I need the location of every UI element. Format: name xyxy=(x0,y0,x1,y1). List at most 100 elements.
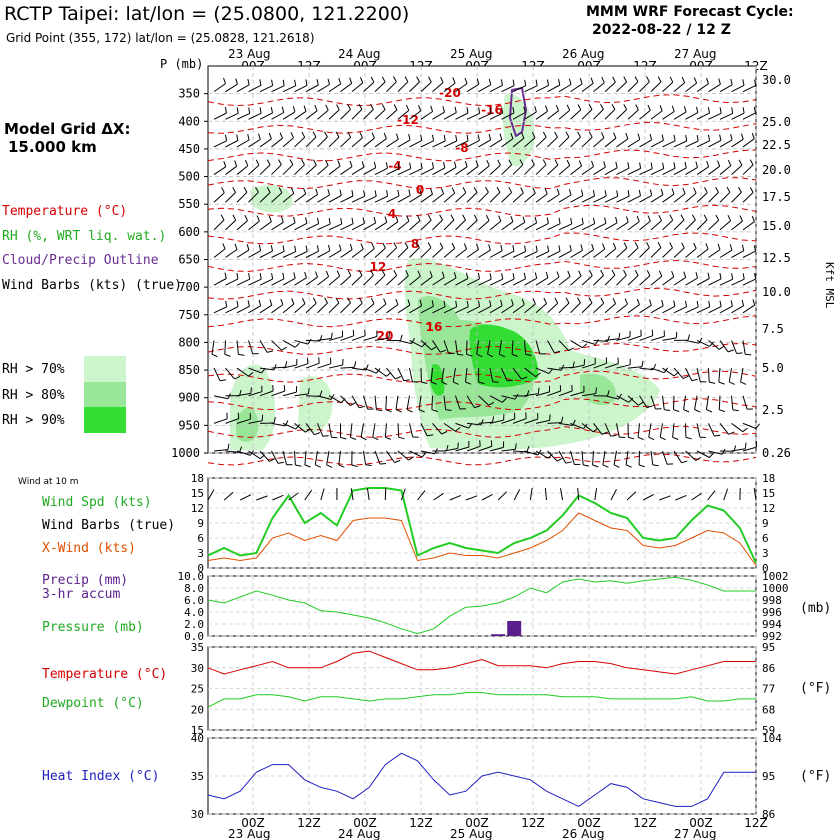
wind-barb xyxy=(282,222,296,231)
wind-barb-flag xyxy=(626,216,629,223)
wind-barb-flag xyxy=(514,443,517,450)
wind-barb-flag xyxy=(349,160,353,167)
wind-barb xyxy=(512,367,522,380)
wind-barb-flag xyxy=(581,189,584,196)
wind-barb xyxy=(386,304,399,314)
wind-barb xyxy=(455,422,469,429)
wind-barb xyxy=(259,250,273,258)
wind-barb-flag xyxy=(542,159,547,166)
wind-barb xyxy=(535,450,549,459)
wind-barb xyxy=(282,251,296,258)
wind-barb-flag xyxy=(395,409,402,413)
wind-barb xyxy=(501,112,515,120)
wind-barb-flag xyxy=(404,242,409,248)
wind-barb xyxy=(719,112,733,120)
wind-barb xyxy=(213,306,227,314)
wind-barb xyxy=(317,109,329,120)
wind-barb xyxy=(547,194,560,203)
wind-barb-flag xyxy=(576,297,581,304)
precip-accum-label: 3-hr accum xyxy=(42,587,120,602)
wind-barb-flag xyxy=(605,357,608,364)
wind-barb xyxy=(627,195,641,203)
wind-barb xyxy=(570,195,584,203)
wind-barb xyxy=(350,488,354,501)
wind-barb xyxy=(363,222,376,231)
wind-barb-flag xyxy=(698,337,703,344)
wind-barb-flag xyxy=(266,159,271,166)
wind-barb xyxy=(616,247,628,258)
wind-barb-flag xyxy=(247,133,250,141)
wind-barb-flag xyxy=(709,381,716,384)
wind-barb xyxy=(213,367,221,381)
wind-barb xyxy=(662,193,675,203)
wind-barb xyxy=(466,306,480,314)
wind-barb xyxy=(604,167,618,176)
wind-barb xyxy=(513,489,521,501)
wind-barb-flag xyxy=(693,77,698,84)
forecast-cycle-label: MMM WRF Forecast Cycle: xyxy=(586,4,794,20)
wind-barb-flag xyxy=(294,79,297,86)
wind-barb-flag xyxy=(558,245,561,252)
wind-barb-flag xyxy=(607,390,610,397)
wind-barb-flag xyxy=(362,217,365,224)
wind-barb-flag xyxy=(590,77,594,84)
wind-barb-flag xyxy=(718,381,725,385)
wind-barb xyxy=(742,422,757,429)
wind-barb-flag xyxy=(708,300,711,307)
wind-barb xyxy=(685,248,697,258)
wind-barb-flag xyxy=(408,456,414,461)
wind-barb xyxy=(466,219,478,231)
wind-barb-flag xyxy=(395,298,399,305)
wind-barb xyxy=(478,139,491,148)
wind-barb xyxy=(406,395,410,410)
wind-barb-flag xyxy=(717,160,721,167)
wind-barb xyxy=(570,275,582,286)
wind-barb-flag xyxy=(545,271,549,278)
wind-barb-flag xyxy=(451,242,456,249)
wind-barb xyxy=(512,85,526,93)
wind-barb xyxy=(431,395,433,410)
wind-barb-flag xyxy=(234,160,238,167)
wind-barb xyxy=(455,219,466,231)
y-tick: 4.0 xyxy=(184,606,204,619)
wind-barb xyxy=(304,450,307,466)
wind-barb xyxy=(604,423,612,437)
y-tick-right: 95 xyxy=(762,641,775,654)
wind-barb xyxy=(481,493,493,501)
wind-barb-flag xyxy=(524,245,527,252)
wind-barb-flag xyxy=(404,76,409,82)
wind-barb-flag xyxy=(244,214,248,221)
wind-barb xyxy=(662,395,665,410)
wind-barb xyxy=(294,164,305,175)
wind-barb xyxy=(594,488,598,501)
wind-barb xyxy=(524,164,535,175)
wind-barb xyxy=(374,221,388,231)
y-tick: 2.0 xyxy=(184,618,204,631)
wind-barb xyxy=(672,423,675,438)
wind-barb xyxy=(397,139,411,148)
y-tick-right: 998 xyxy=(762,594,782,607)
wind-barb xyxy=(581,275,593,286)
wind-barb-flag xyxy=(709,452,714,458)
wind-barb xyxy=(489,164,501,175)
model-grid-value: 15.000 km xyxy=(8,138,97,156)
wind-barb-flag xyxy=(546,217,549,224)
wind-barb-flag xyxy=(406,215,410,222)
wind-barb xyxy=(397,275,409,286)
wind-barb-flag xyxy=(554,297,559,304)
wind-barb-flag xyxy=(294,245,297,252)
wind-barb xyxy=(742,138,755,148)
wind-barb xyxy=(236,191,248,203)
wind-barb xyxy=(685,166,698,176)
wind-barb xyxy=(742,304,755,314)
wind-barb-flag xyxy=(730,300,733,307)
wind-barb xyxy=(673,193,686,203)
wind-barb-flag xyxy=(271,273,274,280)
wind-barb-flag xyxy=(322,435,329,437)
wind-barb-flag xyxy=(685,436,692,440)
wind-barb-flag xyxy=(439,242,444,249)
wind-barb-flag xyxy=(304,464,311,468)
wind-barb xyxy=(501,250,515,258)
wind-barb-flag xyxy=(636,298,640,305)
wind-barb xyxy=(351,82,364,93)
